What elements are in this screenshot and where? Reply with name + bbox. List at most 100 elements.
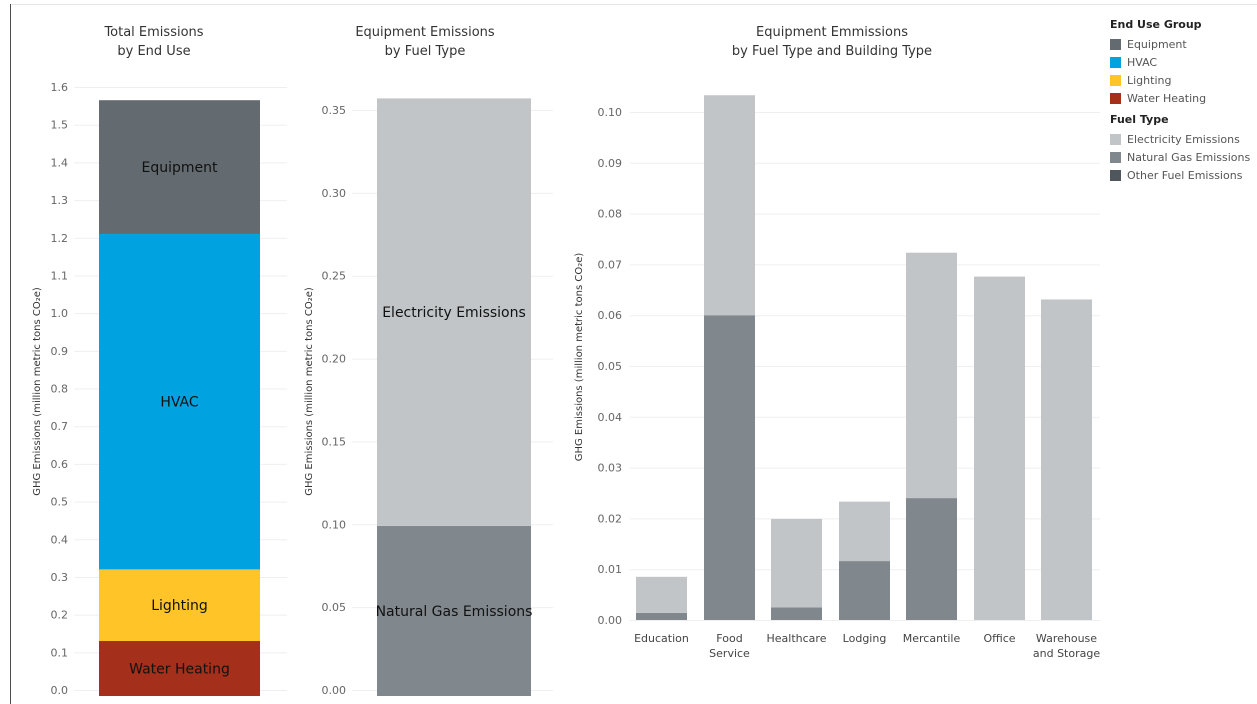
legend-item-water-heating[interactable]: Water Heating [1110, 89, 1255, 107]
chart-3-bar-natural-gas-emissions-1 [636, 612, 687, 620]
chart-3-y-tick: 0.02 [598, 512, 623, 525]
chart-2-segment-label-electricity-emissions: Electricity Emissions [382, 305, 526, 321]
chart-1-y-tick: 0.4 [51, 533, 69, 546]
legend-swatch-hvac [1110, 56, 1121, 68]
chart-2-y-tick: 0.30 [322, 187, 347, 200]
chart-3-x-category-label: Healthcare [767, 632, 827, 645]
legend-label-equipment: Equipment [1127, 37, 1187, 51]
legend-item-hvac[interactable]: HVAC [1110, 53, 1255, 71]
chart-3-x-category-label: Lodging [843, 632, 887, 645]
chart-1-title-line-2: by End Use [117, 44, 190, 59]
chart-3-bar-electricity-emissions-5 [906, 252, 957, 499]
legend-swatch-other-fuel [1110, 169, 1121, 181]
legend-label-water-heating: Water Heating [1127, 91, 1207, 105]
chart-1-y-tick: 0.9 [51, 345, 69, 358]
chart-1: Total Emissions by End Use 0.0 0.1 0.2 0.3 0.4… [32, 25, 287, 697]
chart-1-y-tick: 0.3 [51, 571, 69, 584]
chart-1-y-tick: 1.6 [51, 81, 69, 94]
chart-1-y-tick: 0.1 [51, 646, 69, 659]
legend-label-electricity: Electricity Emissions [1127, 132, 1240, 146]
chart-2: Equipment Emissions by Fuel Type 0.00 0.05 0… [304, 25, 553, 697]
legend-swatch-electricity [1110, 133, 1121, 145]
chart-1-bar-water-heating-1 [99, 641, 260, 696]
chart-3-bar-natural-gas-emissions-2 [704, 315, 755, 620]
legend-label-other-fuel: Other Fuel Emissions [1127, 168, 1243, 182]
chart-3-bar-electricity-emissions-4 [839, 501, 890, 562]
chart-1-y-axis-label: GHG Emissions (million metric tons CO₂e) [32, 287, 43, 496]
chart-3-y-tick: 0.09 [598, 157, 623, 170]
chart-3-y-tick: 0.03 [598, 462, 623, 475]
chart-2-y-tick: 0.10 [322, 518, 347, 531]
chart-1-bar-equipment-1 [99, 100, 260, 234]
chart-2-title-line-2: by Fuel Type [385, 44, 466, 59]
chart-1-bar-lighting-1 [99, 569, 260, 642]
legend-title-end-use: End Use Group [1110, 18, 1202, 31]
legend-item-natural-gas[interactable]: Natural Gas Emissions [1110, 148, 1255, 166]
chart-1-y-tick: 1.0 [51, 307, 69, 320]
chart-3-bar-electricity-emissions-7 [1041, 299, 1092, 620]
legend-item-electricity[interactable]: Electricity Emissions [1110, 130, 1255, 148]
chart-2-bar-electricity-emissions-1 [377, 98, 531, 526]
chart-3-x-category-label: Mercantile [903, 632, 961, 645]
chart-2-y-tick: 0.20 [322, 353, 347, 366]
chart-3-title-line-1: Equipment Emmissions [756, 25, 908, 40]
legend-item-equipment[interactable]: Equipment [1110, 35, 1255, 53]
chart-1-y-tick: 1.4 [51, 156, 69, 169]
chart-2-y-tick: 0.15 [322, 435, 347, 448]
chart-2-y-tick: 0.35 [322, 104, 347, 117]
chart-3-y-tick: 0.07 [598, 258, 623, 271]
chart-3-bar-electricity-emissions-1 [636, 576, 687, 613]
chart-1-segment-label-hvac: HVAC [160, 395, 199, 411]
chart-3-x-category-label: Warehouse [1036, 632, 1097, 645]
left-border [10, 4, 11, 704]
chart-3-bar-natural-gas-emissions-5 [906, 498, 957, 620]
legend-group-fuel-type: Fuel Type Electricity Emissions Natural … [1110, 113, 1255, 184]
chart-3-bar-electricity-emissions-3 [771, 518, 822, 608]
chart-1-y-tick: 0.0 [51, 684, 69, 697]
top-border [10, 4, 1257, 5]
chart-2-y-tick: 0.00 [322, 684, 347, 697]
legend-item-lighting[interactable]: Lighting [1110, 71, 1255, 89]
chart-2-segment-label-natural-gas-emissions: Natural Gas Emissions [376, 604, 533, 620]
chart-2-y-tick: 0.05 [322, 601, 347, 614]
chart-1-y-tick: 1.3 [51, 194, 69, 207]
chart-3-title-line-2: by Fuel Type and Building Type [732, 44, 932, 59]
chart-3-y-tick: 0.08 [598, 208, 623, 221]
chart-2-bar-natural-gas-emissions-1 [377, 525, 531, 696]
legend-title-fuel-type: Fuel Type [1110, 113, 1169, 126]
chart-1-bar-hvac-1 [99, 233, 260, 570]
legend-label-natural-gas: Natural Gas Emissions [1127, 150, 1251, 164]
chart-1-y-tick: 0.2 [51, 609, 69, 622]
chart-3: Equipment Emmissions by Fuel Type and Bui… [574, 25, 1100, 660]
chart-3-y-tick: 0.01 [598, 563, 623, 576]
legend-item-other-fuel[interactable]: Other Fuel Emissions [1110, 166, 1255, 184]
chart-3-bar-electricity-emissions-6 [974, 276, 1025, 620]
chart-1-y-tick: 1.2 [51, 232, 69, 245]
chart-3-x-category-label: Education [634, 632, 689, 645]
chart-3-x-category-label: and Storage [1033, 647, 1100, 660]
chart-3-y-tick: 0.00 [598, 614, 623, 627]
chart-1-y-tick: 0.7 [51, 420, 69, 433]
legend: End Use Group Equipment HVAC Lighting Wa… [1110, 18, 1255, 190]
chart-1-segment-label-water-heating: Water Heating [129, 662, 230, 678]
chart-1-segment-label-equipment: Equipment [142, 160, 219, 176]
chart-3-y-tick: 0.04 [598, 411, 623, 424]
chart-2-y-axis-label: GHG Emissions (million metric tons CO₂e) [304, 287, 315, 496]
chart-3-y-tick: 0.05 [598, 360, 623, 373]
chart-3-bar-electricity-emissions-2 [704, 95, 755, 316]
chart-1-y-tick: 0.5 [51, 496, 69, 509]
chart-3-y-axis-label: GHG Emissions (million metric tons CO₂e) [574, 253, 585, 462]
chart-1-title-line-1: Total Emissions [103, 25, 203, 40]
legend-swatch-water-heating [1110, 92, 1121, 104]
chart-1-y-tick: 1.5 [51, 119, 69, 132]
legend-label-hvac: HVAC [1127, 55, 1158, 69]
chart-3-bar-natural-gas-emissions-4 [839, 561, 890, 620]
chart-1-y-tick: 0.6 [51, 458, 69, 471]
legend-label-lighting: Lighting [1127, 73, 1172, 87]
chart-2-title-line-1: Equipment Emissions [355, 25, 495, 40]
chart-1-segment-label-lighting: Lighting [151, 598, 208, 614]
chart-3-x-category-label: Service [709, 647, 750, 660]
charts-canvas: Total Emissions by End Use 0.0 0.1 0.2 0.3 0.4… [32, 25, 1100, 697]
legend-swatch-equipment [1110, 38, 1121, 50]
